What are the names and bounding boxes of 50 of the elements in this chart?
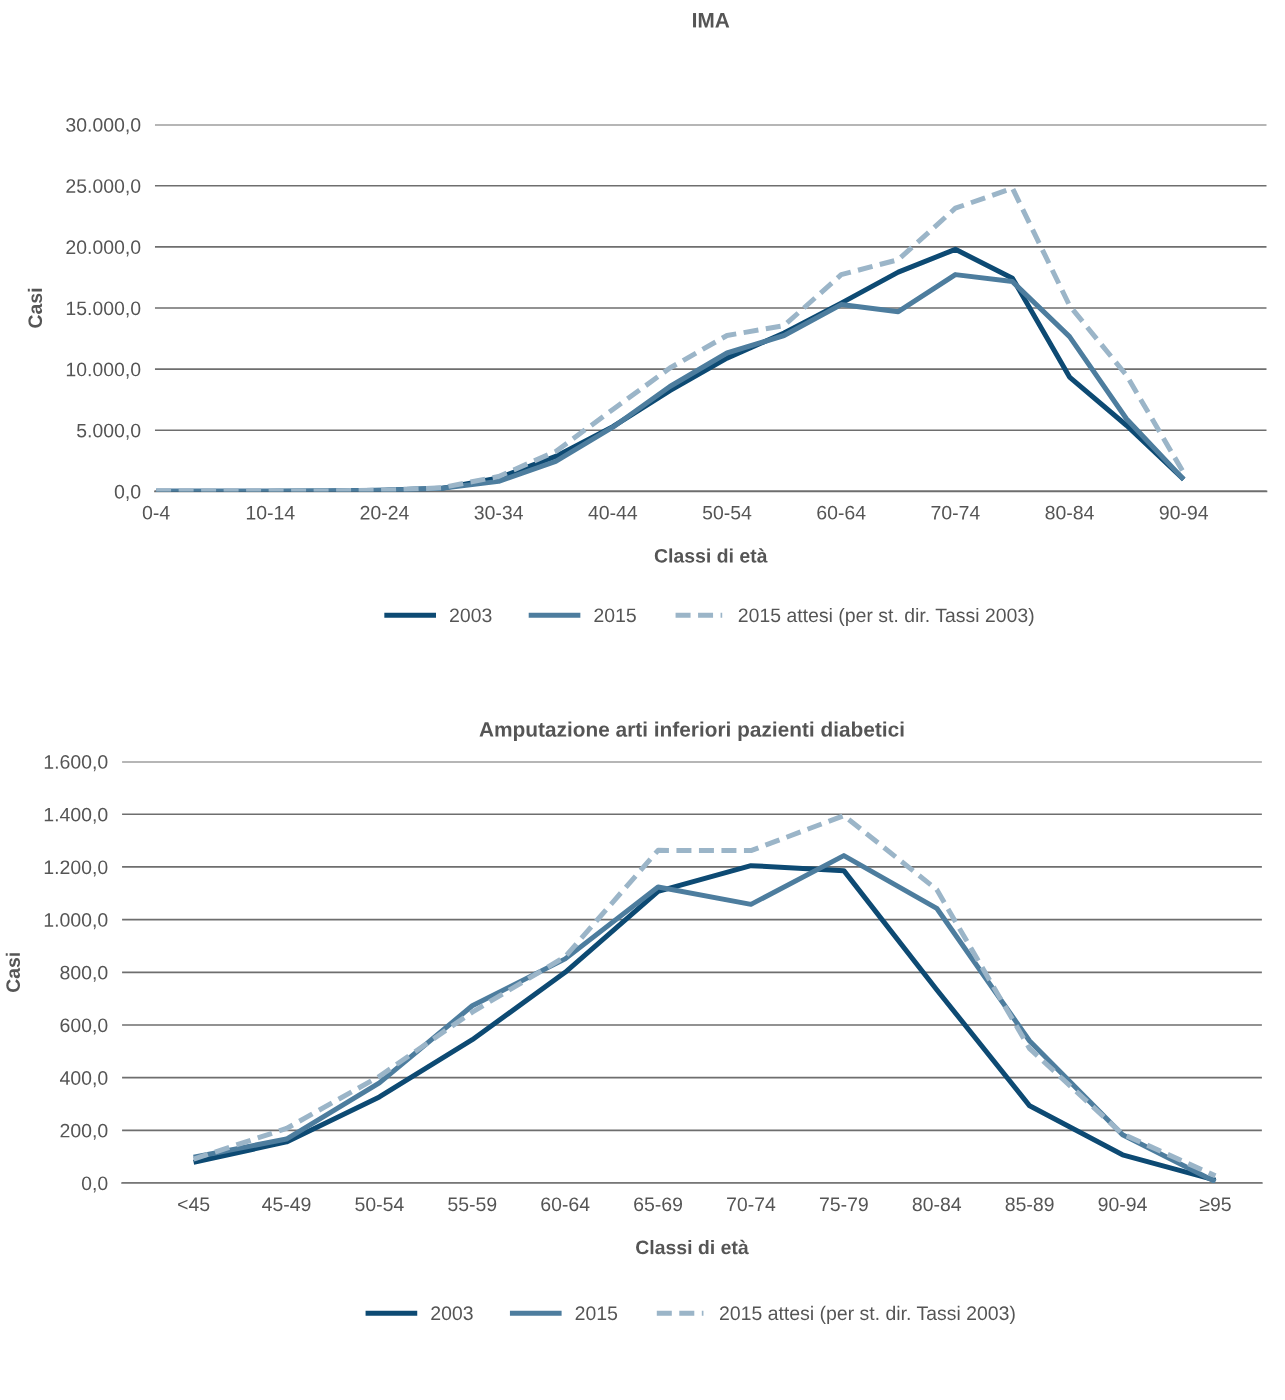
x-tick-label: 60-64 <box>541 1197 590 1212</box>
chart-title: IMA <box>693 13 730 28</box>
x-tick-label: 55-59 <box>448 1197 497 1212</box>
x-tick-label: 90-94 <box>1098 1197 1147 1212</box>
x-tick-label: 65-69 <box>634 1197 683 1212</box>
x-axis-title: Classi di età <box>636 1239 749 1255</box>
x-tick-label: 20-24 <box>360 505 409 520</box>
y-tick-label: 1.400,0 <box>44 807 108 824</box>
x-tick-label: 90-94 <box>1159 505 1209 520</box>
x-tick-label: 80-84 <box>912 1197 962 1212</box>
y-tick-label: 600,0 <box>60 1018 108 1035</box>
x-tick-label: <45 <box>178 1197 210 1212</box>
x-tick-label: 70-74 <box>931 505 980 520</box>
legend-label: 2003 <box>431 1306 473 1321</box>
x-tick-label: 80-84 <box>1045 505 1094 520</box>
x-tick-label: 70-74 <box>727 1197 776 1212</box>
y-tick-label: 1.600,0 <box>44 755 108 772</box>
x-tick-label: ≥95 <box>1199 1197 1231 1212</box>
x-tick-label: 0-4 <box>142 505 170 520</box>
y-tick-label: 30.000,0 <box>66 118 141 135</box>
x-tick-label: 75-79 <box>819 1197 868 1212</box>
x-tick-label: 40-44 <box>588 505 638 520</box>
y-axis-title: Casi <box>27 288 43 328</box>
y-tick-label: 5.000,0 <box>76 423 141 440</box>
y-tick-label: 0,0 <box>81 1176 108 1193</box>
y-tick-label: 10.000,0 <box>66 362 141 379</box>
x-tick-label: 45-49 <box>262 1197 311 1212</box>
x-tick-label: 10-14 <box>246 505 295 520</box>
chart-title: Amputazione arti inferiori pazienti diabetici <box>479 721 904 741</box>
x-tick-label: 50-54 <box>702 505 752 520</box>
y-tick-label: 200,0 <box>60 1123 108 1140</box>
legend-label: 2015 attesi (per st. dir. Tassi 2003) <box>720 1305 1015 1324</box>
y-tick-label: 25.000,0 <box>66 179 141 196</box>
x-tick-label: 85-89 <box>1005 1197 1054 1212</box>
y-tick-label: 400,0 <box>59 1071 108 1088</box>
y-tick-label: 1.000,0 <box>44 913 108 930</box>
x-tick-label: 30-34 <box>474 505 523 520</box>
legend-label: 2015 <box>575 1306 618 1321</box>
legend-label: 2003 <box>450 608 492 623</box>
y-axis-title: Casi <box>5 953 21 993</box>
y-tick-label: 20.000,0 <box>66 240 141 257</box>
x-tick-label: 60-64 <box>817 505 866 520</box>
y-tick-label: 15.000,0 <box>66 301 141 318</box>
legend-label: 2015 <box>594 608 636 623</box>
x-axis-title: Classi di età <box>654 548 768 563</box>
y-tick-label: 0,0 <box>114 484 141 501</box>
x-tick-label: 50-54 <box>355 1197 404 1212</box>
legend-label: 2015 attesi (per st. dir. Tassi 2003) <box>738 607 1034 627</box>
y-tick-label: 800,0 <box>60 965 108 982</box>
y-tick-label: 1.200,0 <box>44 860 108 877</box>
